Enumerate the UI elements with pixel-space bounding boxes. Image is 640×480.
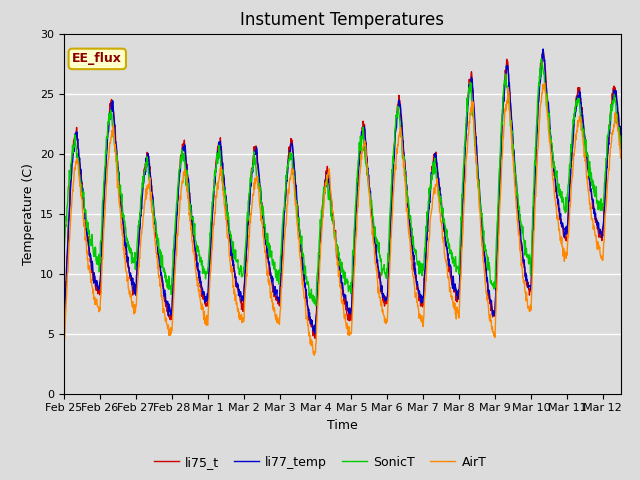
AirT [296,255,304,261]
li75_t [308,320,316,325]
AirT [617,156,625,161]
SonicT [60,254,68,260]
AirT [318,223,326,228]
Line: li75_t: li75_t [64,50,621,338]
li75_t [126,275,134,280]
SonicT [312,303,320,309]
li77_temp [318,213,326,219]
Line: AirT: AirT [64,83,621,355]
li77_temp [103,145,111,151]
li75_t [103,143,111,149]
li75_t [378,286,385,291]
li75_t [540,48,547,53]
li77_temp [60,323,68,328]
li77_temp [540,46,547,52]
Title: Instument Temperatures: Instument Temperatures [241,11,444,29]
AirT [378,302,385,308]
SonicT [103,133,111,139]
X-axis label: Time: Time [327,419,358,432]
li75_t [60,334,68,340]
Line: li77_temp: li77_temp [64,49,621,334]
li77_temp [311,331,319,336]
li75_t [311,336,319,341]
Y-axis label: Temperature (C): Temperature (C) [22,163,35,264]
li77_temp [617,141,625,147]
AirT [541,80,548,86]
SonicT [617,142,625,148]
AirT [60,349,68,355]
li77_temp [126,271,134,276]
SonicT [318,212,326,218]
Line: SonicT: SonicT [64,59,621,306]
li75_t [617,132,625,138]
AirT [308,338,316,344]
SonicT [538,56,545,62]
SonicT [296,234,304,240]
Text: EE_flux: EE_flux [72,52,122,65]
li77_temp [308,321,316,327]
Legend: li75_t, li77_temp, SonicT, AirT: li75_t, li77_temp, SonicT, AirT [148,451,492,474]
SonicT [378,256,385,262]
li77_temp [296,234,304,240]
SonicT [308,295,316,301]
SonicT [126,250,134,255]
AirT [103,172,111,178]
li77_temp [378,288,385,294]
AirT [126,288,134,294]
li75_t [296,236,304,241]
AirT [310,352,318,358]
li75_t [318,207,326,213]
